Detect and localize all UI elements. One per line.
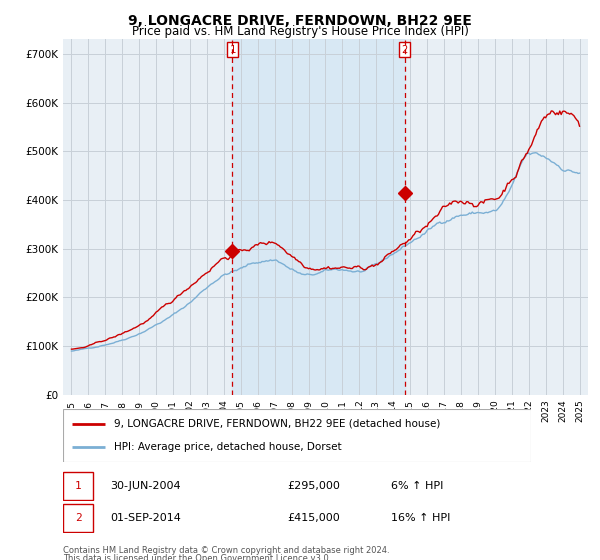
Text: 16% ↑ HPI: 16% ↑ HPI (391, 513, 450, 522)
Text: £295,000: £295,000 (287, 481, 341, 491)
Text: This data is licensed under the Open Government Licence v3.0.: This data is licensed under the Open Gov… (63, 554, 331, 560)
Text: Price paid vs. HM Land Registry's House Price Index (HPI): Price paid vs. HM Land Registry's House … (131, 25, 469, 38)
Text: 30-JUN-2004: 30-JUN-2004 (110, 481, 181, 491)
Bar (232, 39, 404, 395)
Text: 2: 2 (75, 513, 82, 522)
Text: 6% ↑ HPI: 6% ↑ HPI (391, 481, 443, 491)
Text: Contains HM Land Registry data © Crown copyright and database right 2024.: Contains HM Land Registry data © Crown c… (63, 546, 389, 555)
Text: 1: 1 (229, 45, 235, 54)
Text: HPI: Average price, detached house, Dorset: HPI: Average price, detached house, Dors… (115, 442, 342, 452)
Text: 2: 2 (401, 45, 408, 54)
Text: 9, LONGACRE DRIVE, FERNDOWN, BH22 9EE: 9, LONGACRE DRIVE, FERNDOWN, BH22 9EE (128, 14, 472, 28)
Text: 1: 1 (75, 481, 82, 491)
Text: 01-SEP-2014: 01-SEP-2014 (110, 513, 181, 522)
FancyBboxPatch shape (63, 504, 94, 531)
Text: £415,000: £415,000 (287, 513, 340, 522)
Text: 9, LONGACRE DRIVE, FERNDOWN, BH22 9EE (detached house): 9, LONGACRE DRIVE, FERNDOWN, BH22 9EE (d… (115, 419, 441, 429)
FancyBboxPatch shape (63, 472, 94, 500)
FancyBboxPatch shape (63, 409, 531, 462)
